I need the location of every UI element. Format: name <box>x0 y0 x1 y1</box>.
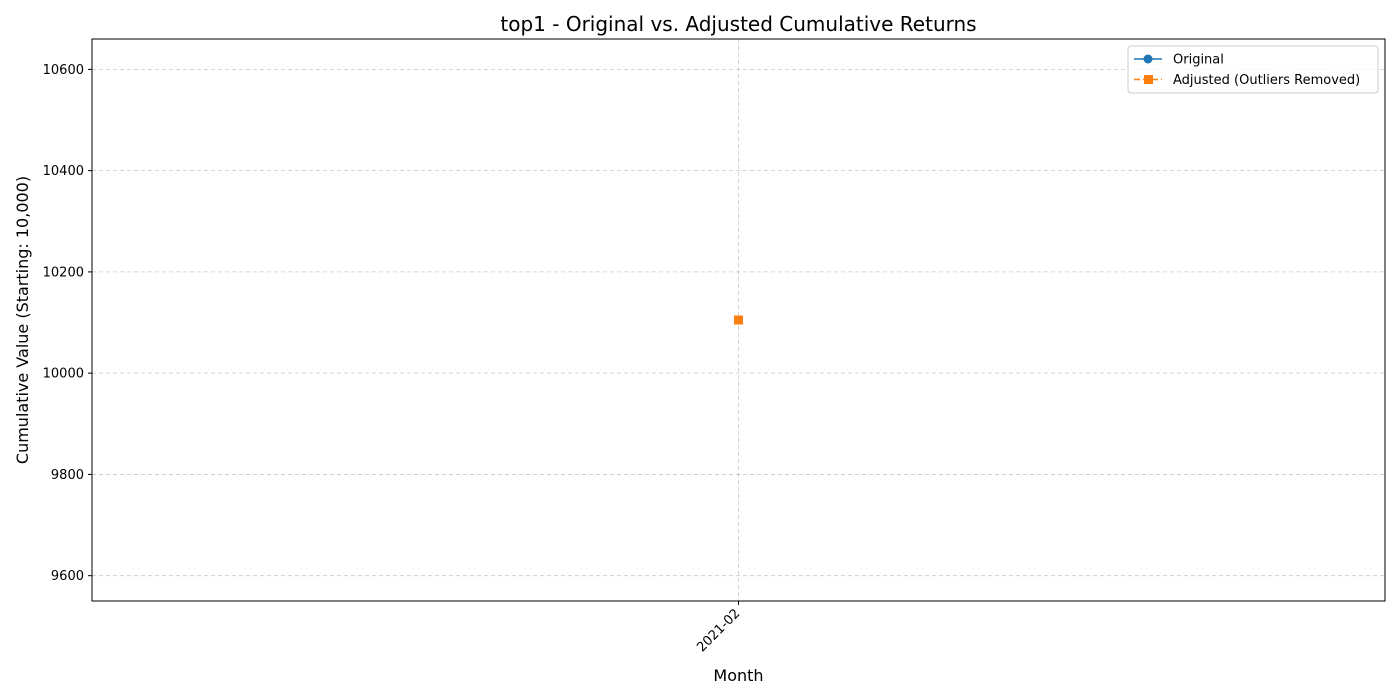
y-tick-label: 10600 <box>43 63 84 78</box>
legend-marker-swatch <box>1144 75 1153 84</box>
legend-entry: Adjusted (Outliers Removed) <box>1134 73 1360 88</box>
y-axis-ticks: 9600 9800 10000 10200 10400 10600 <box>43 63 92 584</box>
y-tick-label: 9800 <box>51 468 84 483</box>
plot-area-frame <box>91 38 1386 602</box>
chart-title: top1 - Original vs. Adjusted Cumulative … <box>500 12 976 36</box>
y-tick-label: 10000 <box>43 367 84 382</box>
legend-box <box>1127 45 1379 94</box>
legend: Original Adjusted (Outliers Removed) <box>1127 45 1379 94</box>
y-tick-label: 9600 <box>51 569 84 584</box>
y-axis-label: Cumulative Value (Starting: 10,000) <box>13 176 32 464</box>
data-point-marker <box>734 315 743 325</box>
series <box>734 315 743 325</box>
legend-marker-swatch <box>1143 54 1153 64</box>
y-tick-label: 10200 <box>43 265 84 280</box>
legend-entry: Original <box>1134 53 1224 68</box>
y-tick-label: 10400 <box>43 164 84 179</box>
x-axis-label: Month <box>713 666 763 685</box>
legend-label: Original <box>1173 53 1224 68</box>
legend-label: Adjusted (Outliers Removed) <box>1173 73 1360 88</box>
series-1 <box>734 315 743 325</box>
